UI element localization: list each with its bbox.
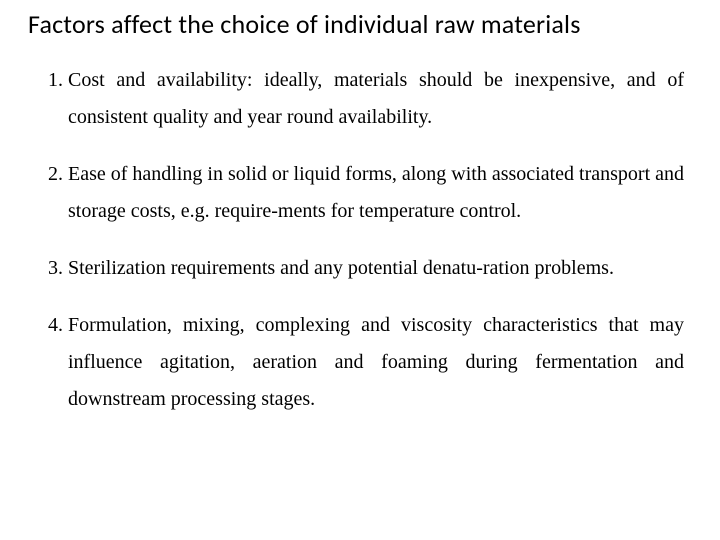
list-item: Ease of handling in solid or liquid form… bbox=[68, 156, 692, 230]
list-item: Formulation, mixing, complexing and visc… bbox=[68, 307, 692, 418]
list-item: Sterilization requirements and any poten… bbox=[68, 250, 692, 287]
list-item: Cost and availability: ideally, material… bbox=[68, 62, 692, 136]
factors-list: Cost and availability: ideally, material… bbox=[28, 62, 692, 418]
page-title: Factors affect the choice of individual … bbox=[28, 8, 692, 40]
